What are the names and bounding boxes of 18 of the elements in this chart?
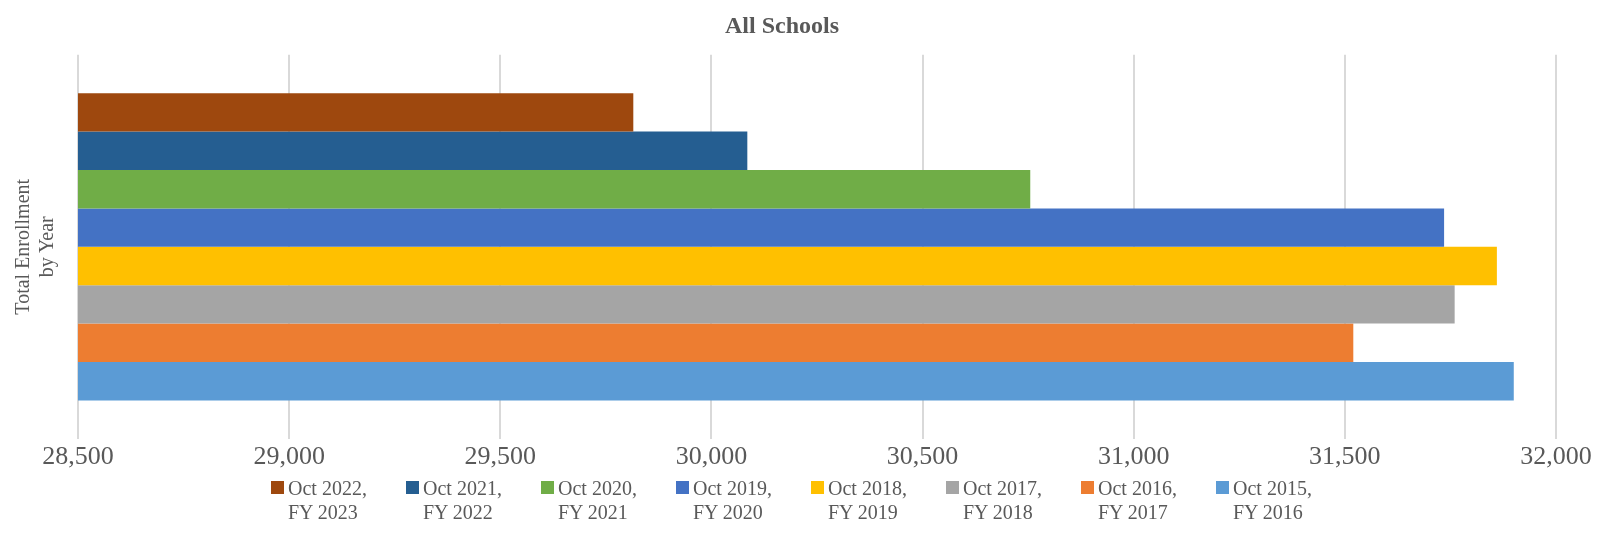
y-axis-title: Total Enrollment by Year: [11, 178, 59, 315]
legend-label: Oct 2017, FY 2018: [963, 476, 1043, 524]
x-tick-label: 30,000: [675, 441, 748, 471]
legend-label: Oct 2022, FY 2023: [288, 476, 368, 524]
x-tick-label: 29,500: [464, 441, 537, 471]
legend-label: Oct 2015, FY 2016: [1233, 476, 1313, 524]
x-tick-label: 31,000: [1097, 441, 1170, 471]
legend-label: Oct 2018, FY 2019: [828, 476, 908, 524]
legend-label: Oct 2016, FY 2017: [1098, 476, 1178, 524]
x-tick-label: 29,000: [253, 441, 325, 471]
x-tick-label: 31,500: [1309, 441, 1381, 471]
x-tick-label: 28,500: [42, 441, 114, 471]
legend-label: Oct 2021, FY 2022: [423, 476, 503, 524]
x-tick-label: 30,500: [886, 441, 959, 471]
x-tick-label: 32,000: [1520, 441, 1592, 471]
legend-label: Oct 2020, FY 2021: [558, 476, 638, 524]
chart-title: All Schools: [724, 11, 840, 38]
legend-label: Oct 2019, FY 2020: [693, 476, 773, 524]
